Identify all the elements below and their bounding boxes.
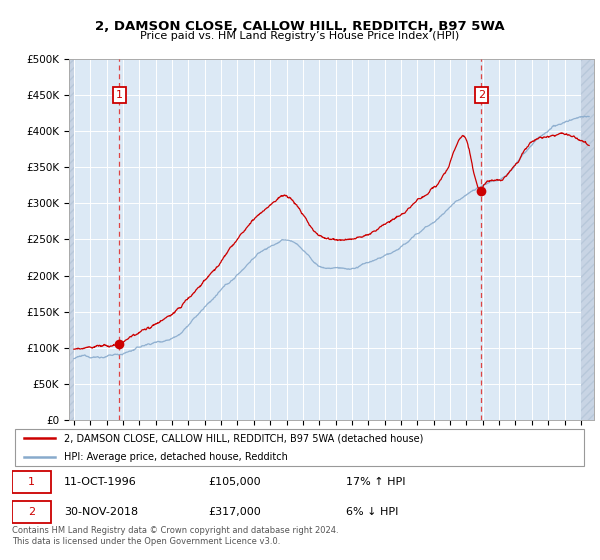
- Text: 2: 2: [28, 507, 35, 517]
- Text: 2, DAMSON CLOSE, CALLOW HILL, REDDITCH, B97 5WA: 2, DAMSON CLOSE, CALLOW HILL, REDDITCH, …: [95, 20, 505, 32]
- Text: 1: 1: [116, 90, 123, 100]
- Text: HPI: Average price, detached house, Redditch: HPI: Average price, detached house, Redd…: [64, 452, 288, 461]
- Text: £317,000: £317,000: [208, 507, 260, 517]
- Text: 2, DAMSON CLOSE, CALLOW HILL, REDDITCH, B97 5WA (detached house): 2, DAMSON CLOSE, CALLOW HILL, REDDITCH, …: [64, 433, 423, 443]
- Text: 6% ↓ HPI: 6% ↓ HPI: [346, 507, 398, 517]
- Text: Contains HM Land Registry data © Crown copyright and database right 2024.
This d: Contains HM Land Registry data © Crown c…: [12, 526, 338, 546]
- Text: 2: 2: [478, 90, 485, 100]
- FancyBboxPatch shape: [15, 429, 584, 466]
- Text: 1: 1: [28, 477, 35, 487]
- FancyBboxPatch shape: [12, 501, 51, 522]
- Text: 30-NOV-2018: 30-NOV-2018: [64, 507, 138, 517]
- Bar: [69, 59, 74, 420]
- Text: 11-OCT-1996: 11-OCT-1996: [64, 477, 137, 487]
- FancyBboxPatch shape: [12, 472, 51, 493]
- Text: £105,000: £105,000: [208, 477, 260, 487]
- Bar: [581, 59, 594, 420]
- Text: 17% ↑ HPI: 17% ↑ HPI: [346, 477, 406, 487]
- Text: Price paid vs. HM Land Registry’s House Price Index (HPI): Price paid vs. HM Land Registry’s House …: [140, 31, 460, 41]
